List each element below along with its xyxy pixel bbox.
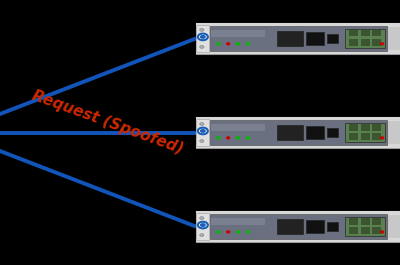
Bar [361,124,370,131]
Bar [210,120,387,145]
Bar [349,218,358,225]
Bar [211,124,265,131]
FancyBboxPatch shape [196,23,400,54]
Bar [196,50,400,54]
Bar [372,227,381,234]
Bar [349,30,358,37]
Circle shape [198,128,208,134]
Circle shape [246,137,249,139]
Bar [196,144,400,148]
Bar [210,214,387,239]
Circle shape [200,35,206,39]
Bar [361,218,370,225]
Bar [372,39,381,46]
Bar [277,31,303,46]
Bar [372,218,381,225]
Circle shape [380,43,384,45]
Bar [196,211,400,215]
Bar [196,213,209,240]
Circle shape [380,137,384,139]
Bar [361,227,370,234]
Bar [345,217,385,236]
FancyBboxPatch shape [196,117,400,148]
Bar [345,123,385,142]
Circle shape [246,231,249,233]
Circle shape [200,217,204,219]
Circle shape [217,137,220,139]
Bar [327,128,338,137]
Bar [372,133,381,140]
Circle shape [217,231,220,233]
Circle shape [200,223,206,227]
Circle shape [200,46,204,48]
Circle shape [200,129,206,133]
Circle shape [200,29,204,31]
Bar [372,30,381,37]
Bar [345,29,385,48]
Circle shape [200,234,204,236]
Bar [349,227,358,234]
Circle shape [227,43,230,45]
Circle shape [246,43,249,45]
Text: Request (Spoofed): Request (Spoofed) [30,88,185,157]
Bar [196,119,209,146]
Circle shape [217,43,220,45]
Bar [196,238,400,242]
Bar [306,220,324,233]
Bar [361,133,370,140]
Bar [196,117,400,121]
Bar [196,25,209,52]
Circle shape [227,231,230,233]
Bar [361,39,370,46]
Bar [349,124,358,131]
Bar [372,124,381,131]
Circle shape [200,140,204,142]
Bar [277,125,303,140]
Bar [277,219,303,234]
Circle shape [236,43,240,45]
Bar [306,126,324,139]
Bar [211,218,265,225]
Circle shape [236,137,240,139]
Circle shape [380,231,384,233]
Circle shape [200,123,204,125]
Circle shape [198,34,208,40]
Bar [210,26,387,51]
Bar [349,133,358,140]
Bar [196,23,400,27]
FancyBboxPatch shape [196,211,400,242]
Bar [327,222,338,231]
Bar [361,30,370,37]
Bar [211,30,265,37]
Circle shape [236,231,240,233]
Bar [327,34,338,43]
Bar [349,39,358,46]
Circle shape [227,137,230,139]
Bar [306,32,324,45]
Circle shape [198,222,208,228]
